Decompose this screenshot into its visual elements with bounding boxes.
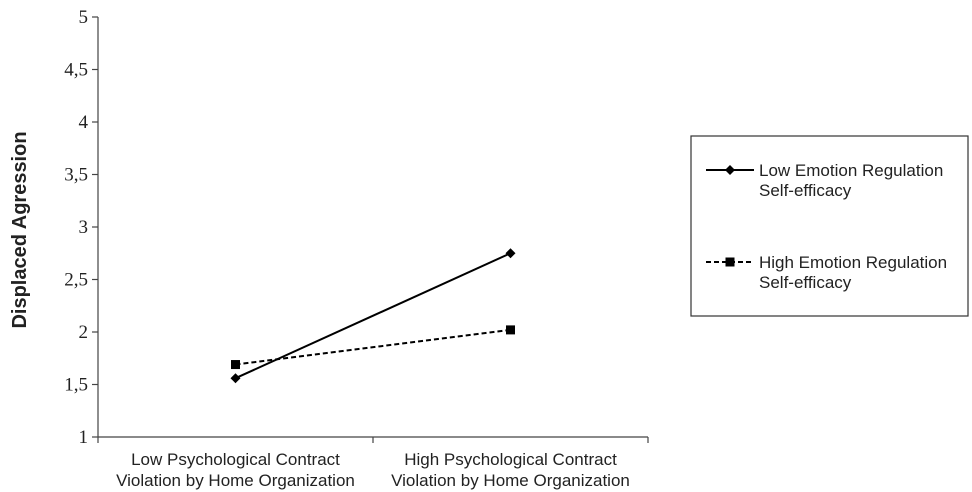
y-axis: 1 1,5 2 2,5 3 3,5 4 4,5 5 bbox=[64, 7, 99, 448]
x-category-label: Low Psychological Contract Violation by H… bbox=[116, 450, 355, 490]
legend-marker bbox=[725, 165, 735, 175]
y-tick-label: 5 bbox=[79, 7, 89, 28]
y-tick-label: 1 bbox=[79, 427, 89, 448]
series-2 bbox=[231, 325, 515, 370]
data-point bbox=[506, 325, 515, 335]
y-tick-label: 3 bbox=[79, 217, 89, 238]
x-category-label: High Psychological Contract Violation by … bbox=[391, 450, 630, 490]
y-tick-label: 2,5 bbox=[64, 270, 88, 291]
y-tick-label: 4,5 bbox=[64, 60, 88, 81]
legend-box bbox=[690, 135, 969, 317]
legend-entry-2: High Emotion Regulation Self-efficacy bbox=[706, 253, 947, 292]
data-point bbox=[231, 360, 240, 370]
y-tick-label: 4 bbox=[79, 112, 89, 133]
legend: Low Emotion Regulation Self-efficacy High … bbox=[690, 135, 969, 317]
x-axis: Low Psychological Contract Violation by H… bbox=[97, 436, 649, 490]
series-layer bbox=[230, 248, 516, 384]
legend-entry-1: Low Emotion Regulation Self-efficacy bbox=[706, 161, 943, 200]
y-tick-label: 1,5 bbox=[64, 375, 88, 396]
legend-marker bbox=[725, 257, 735, 267]
legend-label: Low Emotion Regulation Self-efficacy bbox=[759, 161, 943, 200]
y-tick-label: 2 bbox=[79, 322, 89, 343]
y-axis-label: Displaced Agression bbox=[9, 131, 31, 328]
y-tick-label: 3,5 bbox=[64, 165, 88, 186]
data-point bbox=[230, 373, 241, 384]
series-line bbox=[235, 328, 511, 366]
data-point bbox=[505, 248, 516, 259]
series-line bbox=[235, 252, 511, 380]
series-1 bbox=[230, 248, 516, 384]
legend-label: High Emotion Regulation Self-efficacy bbox=[759, 253, 947, 292]
